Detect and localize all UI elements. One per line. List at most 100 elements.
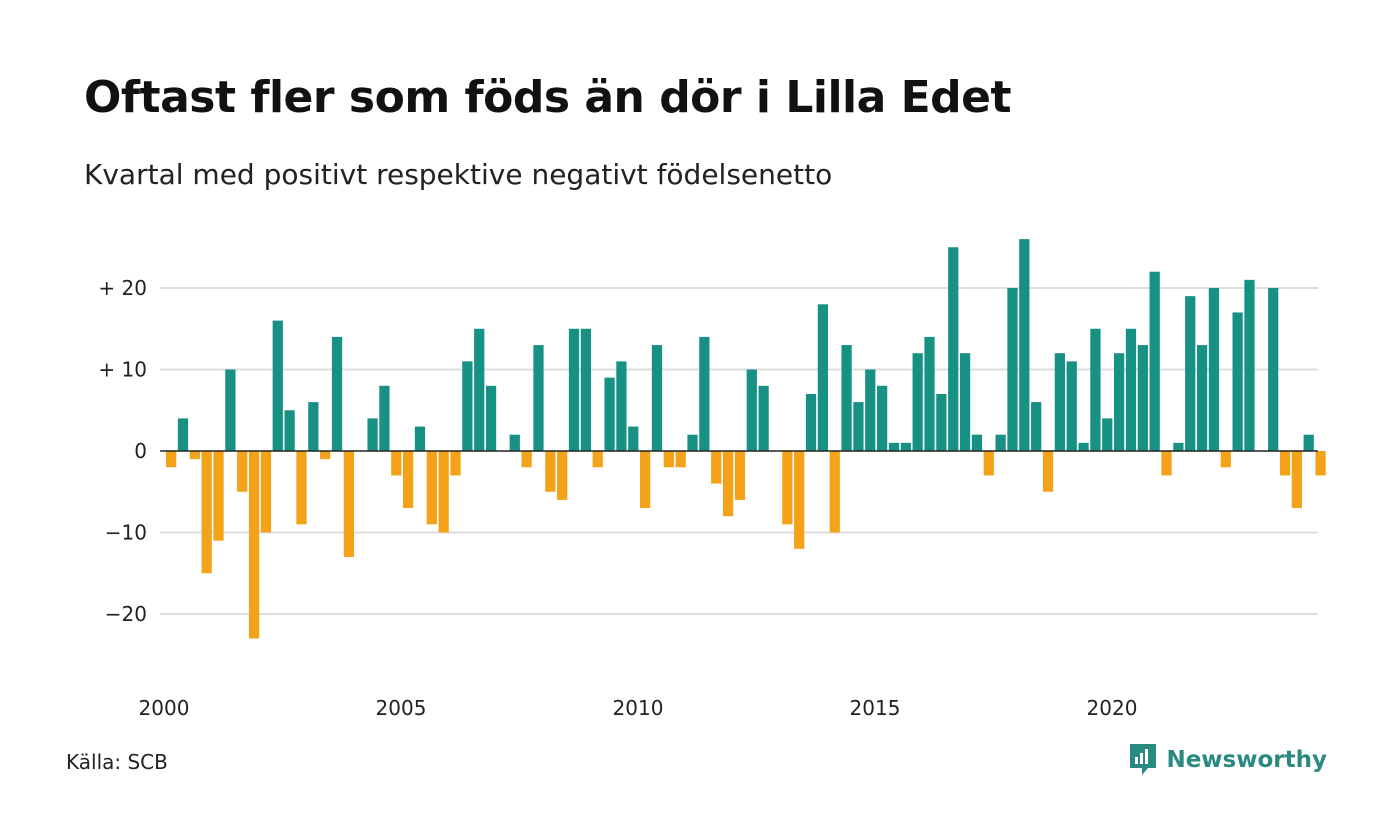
- bar: [1149, 271, 1160, 451]
- chart-title: Oftast fler som föds än dör i Lilla Edet: [84, 72, 1012, 123]
- bar: [841, 345, 852, 451]
- bar: [877, 385, 888, 451]
- bar: [403, 451, 414, 509]
- bar: [533, 345, 544, 451]
- bar: [995, 434, 1006, 451]
- bar: [225, 369, 236, 451]
- bar: [888, 442, 900, 451]
- bar: [853, 402, 864, 451]
- bar: [296, 451, 307, 525]
- bar: [1173, 442, 1184, 451]
- bar: [557, 451, 568, 500]
- bar: [687, 434, 698, 451]
- bar: [545, 451, 556, 492]
- x-axis-labels: 2000 2005 2010 2015 2020: [139, 696, 1138, 720]
- x-tick-label: 2015: [850, 696, 901, 720]
- bar: [722, 451, 734, 517]
- bar: [983, 451, 994, 476]
- y-tick-label: + 10: [98, 358, 147, 382]
- bar: [1161, 451, 1172, 476]
- brand-name: Newsworthy: [1166, 747, 1327, 773]
- y-tick-label: + 20: [98, 276, 147, 300]
- chart-subtitle: Kvartal med positivt respektive negativt…: [84, 158, 833, 191]
- bar: [462, 361, 473, 451]
- bar: [1114, 353, 1125, 451]
- bar: [189, 451, 200, 460]
- bar: [675, 451, 686, 468]
- x-tick-label: 2020: [1087, 696, 1138, 720]
- bar: [1031, 402, 1042, 451]
- bars: [166, 239, 1326, 639]
- x-tick-label: 2005: [376, 696, 427, 720]
- bar: [794, 451, 805, 549]
- bar: [1315, 451, 1326, 476]
- bar: [1054, 353, 1065, 451]
- bar: [1303, 434, 1314, 451]
- bar: [936, 393, 947, 451]
- bar: [260, 451, 272, 533]
- bar: [1220, 451, 1231, 468]
- bar: [248, 451, 260, 639]
- bar: [367, 418, 378, 451]
- bar: [237, 451, 248, 492]
- x-tick-label: 2010: [613, 696, 664, 720]
- bar: [201, 451, 212, 574]
- bar: [865, 369, 876, 451]
- bar: [1125, 328, 1137, 451]
- bar: [284, 410, 295, 451]
- bar: [924, 336, 935, 451]
- bar: [1078, 442, 1089, 451]
- bar-chart: −20 −10 0 + 10 + 20 2000 2005 2010 2015 2020: [98, 239, 1326, 720]
- brand-logo[interactable]: Newsworthy: [1128, 742, 1327, 778]
- x-tick-label: 2000: [139, 696, 190, 720]
- bar: [900, 442, 911, 451]
- bar: [1196, 345, 1208, 451]
- bar: [379, 385, 390, 451]
- bar: [485, 385, 497, 451]
- bar: [1090, 328, 1101, 451]
- y-tick-label: −10: [105, 521, 147, 545]
- bar: [829, 451, 840, 533]
- bar: [734, 451, 746, 500]
- bar: [320, 451, 331, 460]
- bar: [971, 434, 983, 451]
- bar: [580, 328, 591, 451]
- y-axis-labels: −20 −10 0 + 10 + 20: [98, 276, 147, 626]
- newsworthy-logo-icon: [1130, 744, 1157, 775]
- bar: [805, 393, 817, 451]
- bar: [414, 426, 426, 451]
- y-tick-label: −20: [105, 602, 147, 626]
- bar: [1019, 239, 1030, 451]
- bar: [651, 345, 663, 451]
- bar: [509, 434, 520, 451]
- y-tick-label: 0: [134, 439, 147, 463]
- bar: [177, 418, 189, 451]
- source-note: Källa: SCB: [66, 750, 168, 774]
- bar: [663, 451, 674, 468]
- bar: [331, 336, 343, 451]
- bar: [308, 402, 319, 451]
- bar: [912, 353, 923, 451]
- grid-lines: [160, 287, 1318, 615]
- bar: [166, 451, 177, 468]
- bar: [1291, 451, 1302, 509]
- bar: [1137, 345, 1148, 451]
- bar: [1007, 288, 1018, 451]
- bar: [1244, 279, 1255, 451]
- bar: [343, 451, 354, 557]
- bar: [1268, 288, 1279, 451]
- bar: [817, 304, 828, 451]
- bar: [758, 385, 769, 451]
- bar: [1185, 296, 1196, 451]
- bar: [1066, 361, 1077, 451]
- bar: [391, 451, 402, 476]
- bar: [1042, 451, 1054, 492]
- bar: [592, 451, 603, 468]
- bar: [1102, 418, 1113, 451]
- bar: [640, 451, 651, 509]
- bar: [568, 328, 580, 451]
- bar: [272, 320, 283, 451]
- bar: [782, 451, 793, 525]
- bar: [1279, 451, 1291, 476]
- bar: [213, 451, 224, 541]
